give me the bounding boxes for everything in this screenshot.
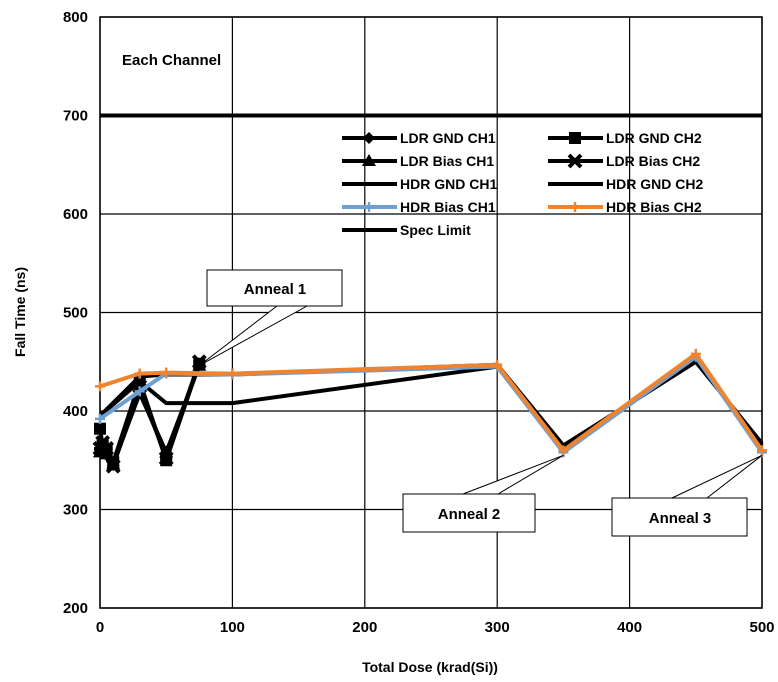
callout-box [402, 493, 536, 533]
series-hdr-bias-ch2 [95, 348, 767, 456]
y-tick-label: 200 [63, 600, 88, 617]
y-tick-label: 700 [63, 108, 88, 125]
callout-box [206, 269, 343, 307]
legend-label: HDR Bias CH2 [606, 199, 702, 215]
x-tick-label: 400 [617, 619, 642, 636]
legend: LDR GND CH1 LDR GND CH2 LDR Bias CH1 LDR Bi… [342, 130, 703, 238]
legend-label: Spec Limit [400, 222, 471, 238]
x-tick-label: 100 [220, 619, 245, 636]
legend-label: LDR Bias CH2 [606, 153, 700, 169]
annotation-anneal-1: Anneal 1 [198, 269, 343, 367]
legend-marker [567, 153, 583, 169]
legend-marker [363, 132, 375, 144]
legend-label: HDR GND CH2 [606, 176, 703, 192]
legend-item-ldr-bias-ch1: LDR Bias CH1 [342, 153, 494, 169]
legend-label: HDR Bias CH1 [400, 199, 496, 215]
data-point-hdr-bias-ch2 [95, 381, 105, 392]
legend-marker [569, 132, 581, 144]
data-point-ldr-bias-ch2 [99, 441, 115, 456]
legend-item-hdr-gnd-ch1: HDR GND CH1 [342, 176, 497, 192]
annotation-anneal-2: Anneal 2 [402, 454, 564, 533]
legend-item-ldr-gnd-ch2: LDR GND CH2 [548, 130, 702, 146]
data-point-hdr-bias-ch2 [227, 368, 238, 379]
legend-item-spec-limit: Spec Limit [342, 222, 471, 238]
legend-label: LDR GND CH1 [400, 130, 496, 146]
data-point-hdr-bias-ch2 [161, 367, 172, 378]
data-point-ldr-bias-ch2 [191, 354, 207, 370]
y-tick-label: 600 [63, 206, 88, 223]
callout-label: Anneal 3 [649, 510, 712, 527]
data-point-hdr-bias-ch2 [690, 348, 701, 359]
data-point-ldr-bias-ch2 [105, 458, 121, 474]
y-tick-label: 300 [63, 502, 88, 519]
x-tick-label: 0 [96, 619, 104, 636]
data-point-hdr-bias-ch1 [134, 386, 145, 397]
data-point-hdr-bias-ch2 [757, 445, 767, 456]
legend-marker [362, 154, 376, 166]
callout-label: Anneal 1 [244, 281, 307, 298]
legend-item-hdr-bias-ch2: HDR Bias CH2 [548, 199, 702, 215]
data-point-hdr-bias-ch2 [134, 368, 145, 379]
legend-label: LDR GND CH2 [606, 130, 702, 146]
data-point-ldr-bias-ch2 [158, 450, 174, 466]
x-tick-label: 200 [352, 619, 377, 636]
legend-label: LDR Bias CH1 [400, 153, 494, 169]
callout-label: Anneal 2 [438, 506, 501, 523]
x-tick-label: 300 [485, 619, 510, 636]
y-tick-label: 800 [63, 9, 88, 26]
y-axis-title: Fall Time (ns) [12, 267, 28, 357]
legend-item-ldr-gnd-ch1: LDR GND CH1 [342, 130, 496, 146]
annotations: Anneal 1 Anneal 2 Anneal 3 [198, 269, 763, 537]
data-point-hdr-bias-ch2 [558, 445, 569, 456]
legend-item-ldr-bias-ch2: LDR Bias CH2 [548, 153, 700, 169]
y-tick-label: 500 [63, 305, 88, 322]
legend-marker [570, 202, 580, 212]
legend-marker [364, 202, 374, 212]
callout-box [611, 497, 748, 537]
plot-frame [99, 16, 763, 609]
x-tick-label: 500 [749, 619, 774, 636]
inner-label: Each Channel [122, 52, 221, 69]
x-axis-title: Total Dose (krad(Si)) [362, 659, 498, 675]
data-point-hdr-bias-ch2 [492, 359, 503, 370]
data-point-ldr-gnd-ch2 [94, 422, 106, 435]
legend-item-hdr-bias-ch1: HDR Bias CH1 [342, 199, 496, 215]
annotation-anneal-3: Anneal 3 [611, 454, 763, 537]
data-point-hdr-bias-ch1 [95, 413, 105, 424]
y-tick-label: 400 [63, 403, 88, 420]
axes: 0 100 200 300 400 500 200 300 400 500 600 700 800 [63, 9, 775, 636]
legend-label: HDR GND CH1 [400, 176, 497, 192]
series-layer [92, 113, 767, 474]
legend-item-hdr-gnd-ch2: HDR GND CH2 [548, 176, 703, 192]
